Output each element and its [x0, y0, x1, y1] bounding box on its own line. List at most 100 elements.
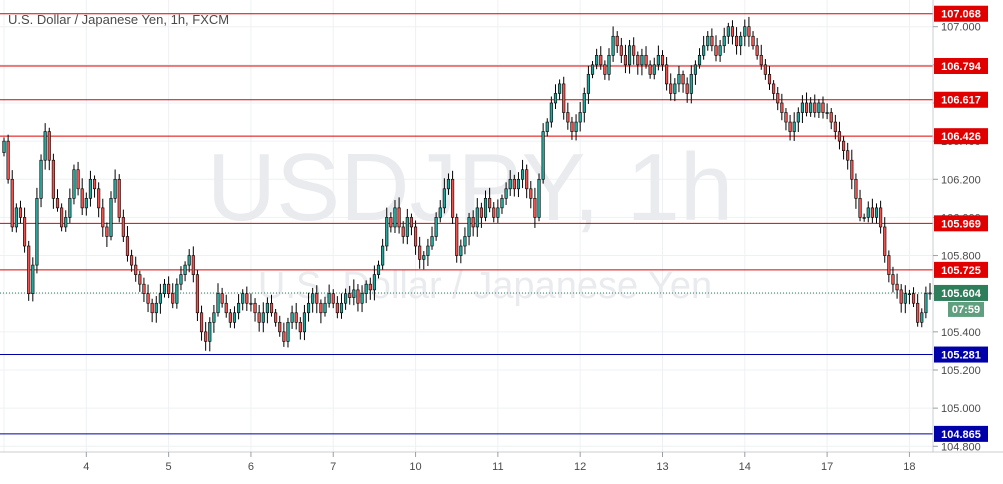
- candle-up: [179, 274, 183, 285]
- candle-up: [558, 83, 562, 94]
- candle-up: [874, 207, 879, 218]
- candle-up: [249, 302, 253, 305]
- candle-up: [302, 312, 307, 333]
- candle-up: [809, 102, 813, 113]
- candle-down: [899, 289, 903, 304]
- candle-up: [113, 178, 117, 199]
- candle-up: [446, 178, 451, 190]
- candle-up: [68, 198, 72, 218]
- candle-up: [2, 140, 6, 153]
- candle-down: [130, 255, 134, 266]
- candle-down: [418, 245, 422, 260]
- candle-down: [269, 302, 274, 314]
- candle-up: [306, 302, 311, 314]
- candle-up: [422, 255, 426, 260]
- candle-up: [792, 121, 796, 132]
- resistance-badge-label: 106.794: [941, 61, 982, 73]
- candle-up: [706, 35, 710, 47]
- candle-down: [331, 293, 335, 304]
- candle-down: [850, 159, 854, 180]
- candle-down: [854, 178, 858, 199]
- resistance-badge-label: 107.068: [941, 9, 981, 21]
- candle-up: [595, 55, 599, 66]
- candle-up: [434, 217, 438, 237]
- price-tick-label: 105.400: [941, 327, 981, 339]
- candle-down: [401, 226, 405, 237]
- candle-up: [537, 178, 541, 218]
- candle-down: [529, 188, 533, 199]
- candle-down: [18, 207, 23, 218]
- candle-up: [862, 217, 866, 219]
- candle-up: [84, 198, 88, 209]
- candle-up: [162, 283, 167, 295]
- candle-up: [323, 302, 327, 314]
- candle-down: [60, 207, 64, 228]
- candle-down: [492, 207, 496, 218]
- candle-up: [582, 93, 586, 113]
- last-price-badge-label: 105.604: [941, 288, 982, 300]
- countdown-badge-label: 07:59: [952, 304, 980, 316]
- candle-down: [525, 169, 529, 190]
- candle-down: [335, 302, 339, 314]
- candle-down: [245, 293, 249, 304]
- candle-up: [393, 207, 397, 228]
- candle-down: [409, 217, 414, 228]
- candle-down: [150, 302, 154, 314]
- candle-down: [755, 45, 759, 56]
- candle-down: [368, 283, 372, 291]
- time-axis: 4 5 6 7 10 11 12 13 14 17 18: [83, 452, 916, 473]
- candle-down: [274, 312, 278, 323]
- candle-down: [257, 312, 261, 323]
- candle-down: [837, 131, 842, 142]
- candle-up: [545, 121, 549, 132]
- candle-up: [327, 293, 331, 304]
- candle-up: [208, 322, 212, 342]
- candle-up: [743, 26, 747, 37]
- candle-up: [702, 45, 706, 56]
- candle-down: [804, 102, 809, 113]
- candle-up: [866, 207, 870, 218]
- candle-up: [232, 312, 237, 323]
- candle-down: [488, 198, 492, 209]
- candle-down: [623, 55, 628, 66]
- candle-down: [315, 293, 319, 304]
- candle-down: [916, 302, 920, 323]
- candle-down: [821, 102, 825, 113]
- level-lines: [0, 13, 933, 435]
- candle-up: [640, 55, 644, 66]
- candle-up: [574, 121, 578, 132]
- candle-down: [533, 198, 537, 218]
- candle-up: [265, 302, 269, 314]
- candle-up: [516, 178, 521, 190]
- resistance-badge-bg: [934, 91, 988, 108]
- resistance-badge-bg: [934, 261, 988, 278]
- candle-down: [228, 312, 232, 323]
- candle-up: [739, 35, 743, 47]
- candle-down: [138, 274, 142, 285]
- candle-up: [286, 322, 290, 342]
- candle-up: [187, 255, 191, 266]
- candle-up: [459, 245, 463, 256]
- candle-down: [76, 169, 80, 190]
- candle-down: [171, 293, 175, 304]
- chart-title: U.S. Dollar / Japanese Yen, 1h, FXCM: [8, 12, 229, 27]
- candle-down: [356, 289, 360, 304]
- candle-up: [158, 293, 162, 304]
- support-badge-label: 104.865: [941, 429, 981, 441]
- candle-down: [413, 226, 418, 247]
- candle-up: [825, 112, 829, 114]
- candle-up: [237, 302, 241, 314]
- candle-down: [80, 188, 84, 209]
- last-price-badge-bg: [934, 284, 988, 301]
- candle-up: [426, 245, 430, 256]
- candle-down: [27, 245, 31, 295]
- candle-up: [697, 55, 702, 66]
- resistance-badge-bg: [934, 128, 988, 145]
- candle-down: [319, 302, 323, 314]
- candle-down: [751, 35, 755, 47]
- resistance-badge-label: 105.725: [941, 265, 981, 277]
- candle-up: [520, 169, 525, 180]
- candle-up: [920, 312, 924, 323]
